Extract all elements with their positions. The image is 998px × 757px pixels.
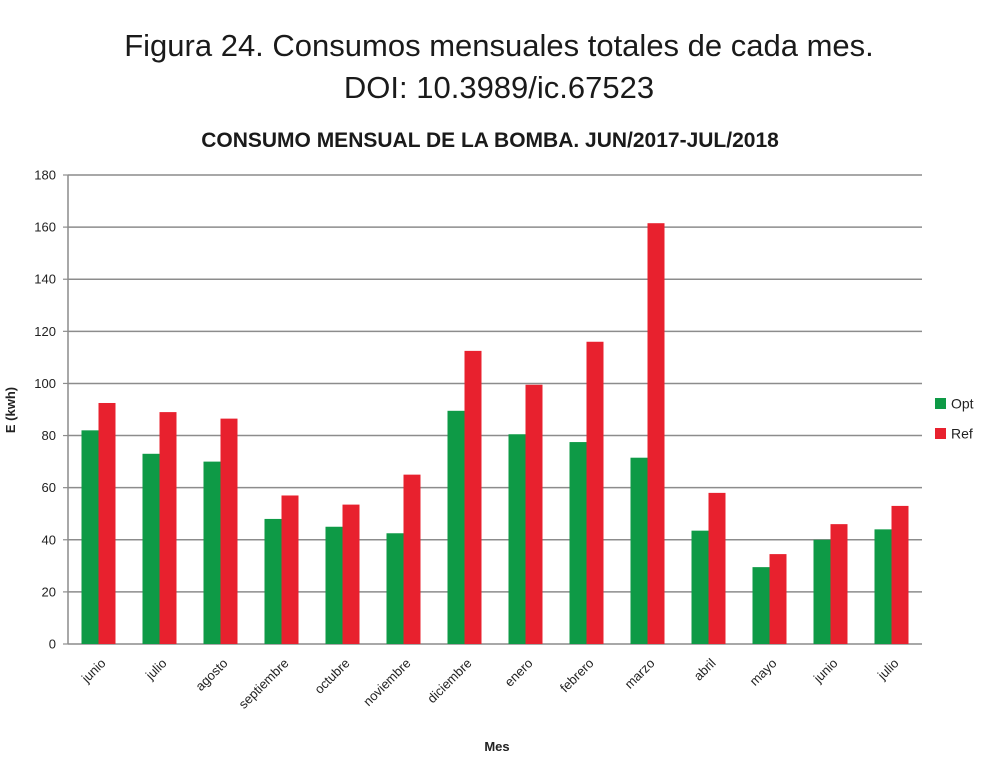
legend-swatch-ref	[935, 428, 946, 439]
bar-ref	[220, 418, 238, 644]
x-tick-label: enero	[502, 656, 536, 690]
bar-opt	[142, 453, 160, 644]
y-tick-label: 140	[34, 272, 56, 287]
y-tick-label: 0	[49, 637, 56, 652]
bar-opt	[447, 410, 465, 644]
x-tick-label: julio	[874, 656, 902, 684]
x-tick-label: noviembre	[360, 656, 414, 710]
x-tick-label: junio	[78, 656, 109, 687]
bar-ref	[647, 223, 665, 645]
bar-ref	[98, 402, 116, 644]
bar-opt	[752, 567, 770, 644]
bar-opt	[508, 434, 526, 644]
bar-opt	[630, 457, 648, 644]
figure-caption-line-2: DOI: 10.3989/ic.67523	[343, 70, 655, 105]
y-tick-label: 160	[34, 220, 56, 235]
bar-ref	[281, 495, 299, 644]
x-axis-ticks: junio julio agosto septiembre octubre noviemb…	[78, 655, 902, 711]
y-tick-label: 40	[42, 532, 56, 547]
bar-ref	[830, 524, 848, 644]
bar-ref	[464, 350, 482, 644]
bar-ref	[403, 474, 421, 644]
bar-ref	[159, 412, 177, 644]
y-tick-label: 100	[34, 376, 56, 391]
bar-opt	[386, 533, 404, 644]
bar-ref	[708, 492, 726, 644]
bar-opt	[203, 461, 221, 644]
bar-opt	[569, 442, 587, 644]
bar-ref	[525, 384, 543, 644]
x-tick-label: abril	[691, 655, 719, 683]
x-tick-label: marzo	[621, 656, 657, 692]
bar-opt	[264, 518, 282, 644]
x-tick-label: julio	[142, 656, 170, 684]
y-axis-ticks: 0 20 40 60 80 100 120 140 160 180	[34, 168, 56, 652]
bar-opt	[813, 539, 831, 644]
chart-title: CONSUMO MENSUAL DE LA BOMBA. JUN/2017-JU…	[201, 129, 779, 152]
x-tick-label: junio	[810, 656, 841, 687]
legend-label-opt: Opt	[951, 396, 974, 412]
figure-caption-line-1: Figura 24. Consumos mensuales totales de…	[124, 28, 874, 63]
gridlines	[63, 174, 922, 645]
bar-ref	[891, 505, 909, 644]
bar-opt	[691, 530, 709, 644]
x-tick-label: octubre	[311, 656, 352, 697]
legend-label-ref: Ref	[951, 426, 973, 442]
y-tick-label: 60	[42, 480, 56, 495]
bar-ref	[769, 554, 787, 644]
x-tick-label: septiembre	[236, 656, 292, 712]
y-tick-label: 80	[42, 428, 56, 443]
x-axis-label: Mes	[484, 739, 509, 754]
bar-opt	[874, 529, 892, 644]
x-tick-label: mayo	[747, 656, 780, 689]
x-tick-label: agosto	[192, 656, 230, 694]
y-tick-label: 180	[34, 168, 56, 183]
bar-opt	[325, 526, 343, 644]
bar-opt	[81, 430, 99, 644]
y-axis-label: E (kwh)	[3, 387, 18, 433]
bar-ref	[342, 504, 360, 644]
y-tick-label: 20	[42, 584, 56, 599]
x-tick-label: diciembre	[424, 656, 474, 706]
y-tick-label: 120	[34, 324, 56, 339]
legend: Opt Ref	[935, 396, 974, 442]
legend-swatch-opt	[935, 398, 946, 409]
x-tick-label: febrero	[557, 656, 597, 696]
bars	[81, 223, 909, 645]
bar-ref	[586, 341, 604, 644]
